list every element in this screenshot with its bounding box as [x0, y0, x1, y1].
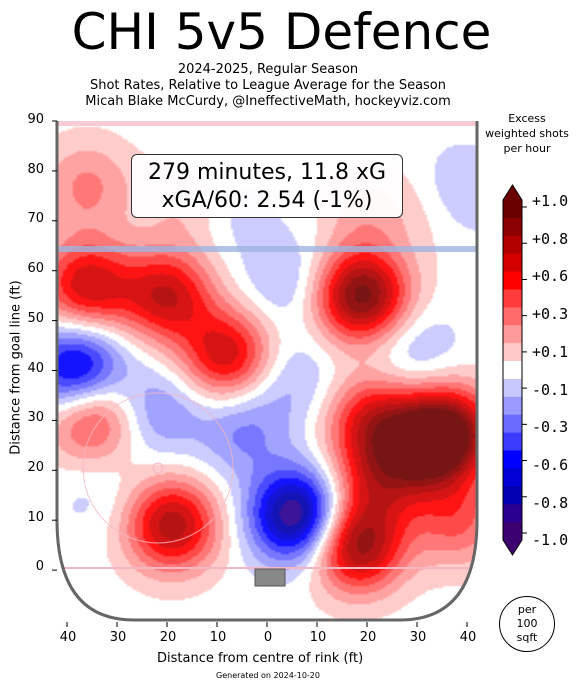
- x-tick-label: 10: [209, 630, 227, 645]
- colorbar-extend-top: [503, 185, 522, 200]
- scale-circle: per 100 sqft: [499, 596, 555, 652]
- x-tick-label: 40: [459, 630, 477, 645]
- colorbar-segment: [503, 307, 522, 326]
- scale-note-line: sqft: [516, 631, 538, 644]
- colorbar-segment: [503, 504, 522, 523]
- page-title: CHI 5v5 Defence: [71, 3, 492, 61]
- generated-date: Generated on 2024-10-20: [216, 671, 320, 680]
- x-tick-label: 40: [59, 630, 77, 645]
- goal-line-area-end: [57, 121, 477, 126]
- summary-box: 279 minutes, 11.8 xG xGA/60: 2.54 (-1%): [131, 154, 403, 218]
- colorbar-title-line: per hour: [503, 142, 551, 155]
- colorbar-tick: -1.0: [532, 531, 569, 549]
- y-tick-label: 90: [27, 112, 44, 127]
- colorbar-segment: [503, 200, 522, 219]
- colorbar-tick: +0.3: [532, 305, 569, 323]
- colorbar-title-line: weighted shots: [485, 127, 569, 140]
- x-tick-label: 30: [109, 630, 127, 645]
- colorbar-outline: [502, 184, 523, 556]
- x-tick-label: 0: [263, 630, 273, 645]
- colorbar: [502, 184, 527, 556]
- colorbar-segment: [503, 468, 522, 487]
- colorbar-segment: [503, 522, 522, 541]
- colorbar-segment: [503, 253, 522, 273]
- y-tick-label: 50: [27, 311, 44, 326]
- subtitle-season: 2024-2025, Regular Season: [177, 62, 359, 77]
- scale-note-line: per: [517, 603, 537, 616]
- colorbar-segment: [503, 235, 522, 255]
- y-tick-label: 60: [27, 261, 44, 276]
- y-tick-label: 0: [35, 559, 44, 574]
- x-axis-label: Distance from centre of rink (ft): [157, 651, 364, 666]
- colorbar-tick: -0.3: [532, 418, 569, 436]
- colorbar-segment: [503, 271, 522, 290]
- colorbar-segment: [503, 414, 522, 434]
- x-tick-marks: [66, 622, 468, 627]
- y-tick-label: 70: [27, 211, 44, 226]
- colorbar-segment: [503, 450, 522, 469]
- colorbar-tick: +0.6: [532, 267, 569, 285]
- y-tick-label: 10: [27, 510, 44, 525]
- colorbar-segment: [503, 378, 522, 398]
- y-tick-label: 40: [27, 361, 44, 376]
- rink-boards: [55, 121, 479, 622]
- summary-minutes-xg: 279 minutes, 11.8 xG: [147, 160, 387, 185]
- x-tick-label: 20: [359, 630, 377, 645]
- colorbar-tick: -0.8: [532, 494, 569, 512]
- colorbar-segment: [503, 289, 522, 308]
- colorbar-tick: +1.0: [532, 192, 569, 210]
- x-tick-label: 10: [309, 630, 327, 645]
- y-tick-label: 80: [27, 162, 44, 177]
- y-tick-label: 30: [27, 410, 44, 425]
- x-tick-label: 20: [159, 630, 177, 645]
- colorbar-title-line: Excess: [508, 112, 546, 125]
- colorbar-segment: [503, 432, 522, 452]
- colorbar-segment: [503, 396, 522, 416]
- colorbar-extend-bottom: [503, 540, 522, 555]
- subtitle-author: Micah Blake McCurdy, @IneffectiveMath, h…: [85, 94, 451, 109]
- colorbar-segment: [503, 343, 522, 362]
- faceoff-dot: [152, 462, 164, 474]
- colorbar-tick: +0.8: [532, 230, 569, 248]
- faceoff-circle: [82, 392, 234, 544]
- scale-note-line: 100: [516, 617, 538, 630]
- subtitle-description: Shot Rates, Relative to League Average f…: [89, 78, 447, 93]
- y-tick-label: 20: [27, 460, 44, 475]
- summary-xga: xGA/60: 2.54 (-1%): [161, 188, 373, 213]
- colorbar-segment: [503, 217, 522, 237]
- colorbar-segment: [503, 325, 522, 344]
- goal-net: [254, 568, 286, 587]
- y-axis-label: Distance from goal line (ft): [8, 280, 24, 455]
- colorbar-tick: -0.1: [532, 381, 569, 399]
- colorbar-tick: +0.1: [532, 343, 569, 361]
- colorbar-segment: [503, 486, 522, 505]
- x-tick-label: 30: [409, 630, 427, 645]
- colorbar-tick: -0.6: [532, 456, 569, 474]
- colorbar-segment: [503, 361, 522, 380]
- y-tick-marks: [52, 120, 57, 571]
- blue-line: [57, 246, 477, 252]
